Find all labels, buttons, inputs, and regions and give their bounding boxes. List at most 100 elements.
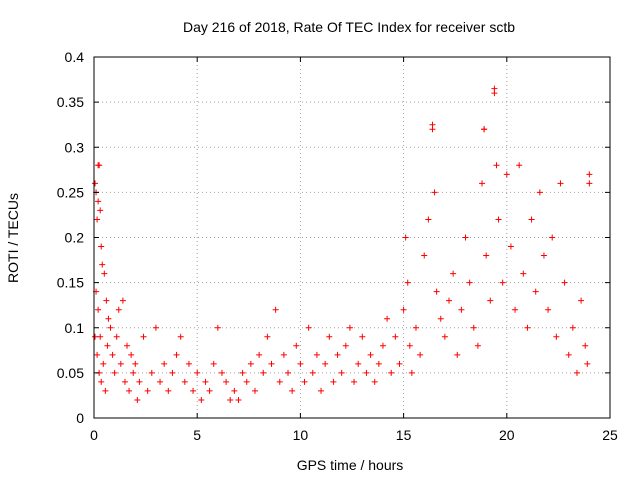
data-point [92,180,99,187]
y-tick-label: 0.15 [57,275,84,291]
data-point [441,333,448,340]
data-point [251,387,258,394]
data-point [169,369,176,376]
data-point [561,279,568,286]
data-point [107,324,114,331]
data-point [470,324,477,331]
data-point [190,387,197,394]
data-point [557,180,564,187]
data-point [388,369,395,376]
data-point [194,369,201,376]
y-tick-label: 0 [76,410,84,426]
data-point [119,297,126,304]
data-point [99,261,106,268]
data-point [113,333,120,340]
data-point [98,378,105,385]
data-point [126,387,133,394]
data-point [569,324,576,331]
data-point [305,324,312,331]
data-point [206,387,213,394]
data-point [431,189,438,196]
y-tick-label: 0.3 [65,139,85,155]
data-point [293,342,300,349]
data-point [92,333,99,340]
data-point [425,216,432,223]
data-point [540,252,547,259]
data-point [239,369,246,376]
data-point [97,333,104,340]
data-point [338,369,345,376]
data-point [512,306,519,313]
data-point [235,396,242,403]
data-point [499,279,506,286]
data-point [309,369,316,376]
data-point [231,387,238,394]
data-point [536,189,543,196]
data-point [124,342,131,349]
data-point [100,360,107,367]
x-tick-label: 5 [193,427,201,443]
data-point [466,279,473,286]
data-point [272,306,279,313]
data-point [102,387,109,394]
data-point [247,360,254,367]
data-point [421,252,428,259]
y-tick-label: 0.25 [57,184,84,200]
data-point [297,360,304,367]
data-point [95,306,102,313]
data-point [95,198,102,205]
data-point [210,360,217,367]
data-point [177,333,184,340]
y-axis-label: ROTI / TECUs [5,193,21,283]
data-point [95,162,102,169]
data-point [243,378,250,385]
x-axis-ticks: 0 5 10 15 20 25 [90,57,618,443]
data-point [101,270,108,277]
x-tick-label: 25 [602,427,618,443]
data-point [450,270,457,277]
data-point [313,351,320,358]
data-point [342,342,349,349]
data-point [140,333,147,340]
data-point [218,369,225,376]
data-point [117,360,124,367]
data-point [402,234,409,241]
y-tick-label: 0.1 [65,320,85,336]
data-point [202,378,209,385]
plot-frame [93,56,611,419]
data-point [130,369,137,376]
data-point [227,396,234,403]
x-tick-label: 10 [293,427,309,443]
data-point [524,324,531,331]
data-point [578,297,585,304]
x-axis-label: GPS time / hours [297,457,404,473]
data-point [98,243,105,250]
data-point [371,378,378,385]
data-point [553,333,560,340]
data-point [136,378,143,385]
data-point [268,360,275,367]
data-points [92,85,593,403]
data-point [214,324,221,331]
data-point [326,333,333,340]
data-point [334,351,341,358]
data-point [346,324,353,331]
data-point [276,378,283,385]
data-point [584,360,591,367]
data-point [94,216,101,223]
x-tick-label: 0 [90,427,98,443]
data-point [152,324,159,331]
data-point [520,270,527,277]
data-point [256,351,263,358]
data-point [318,387,325,394]
data-point [285,369,292,376]
data-point [144,387,151,394]
data-point [185,360,192,367]
data-point [322,360,329,367]
data-point [582,342,589,349]
data-point [446,297,453,304]
data-point [94,351,101,358]
data-point [433,288,440,295]
data-point [408,369,415,376]
data-point [565,351,572,358]
